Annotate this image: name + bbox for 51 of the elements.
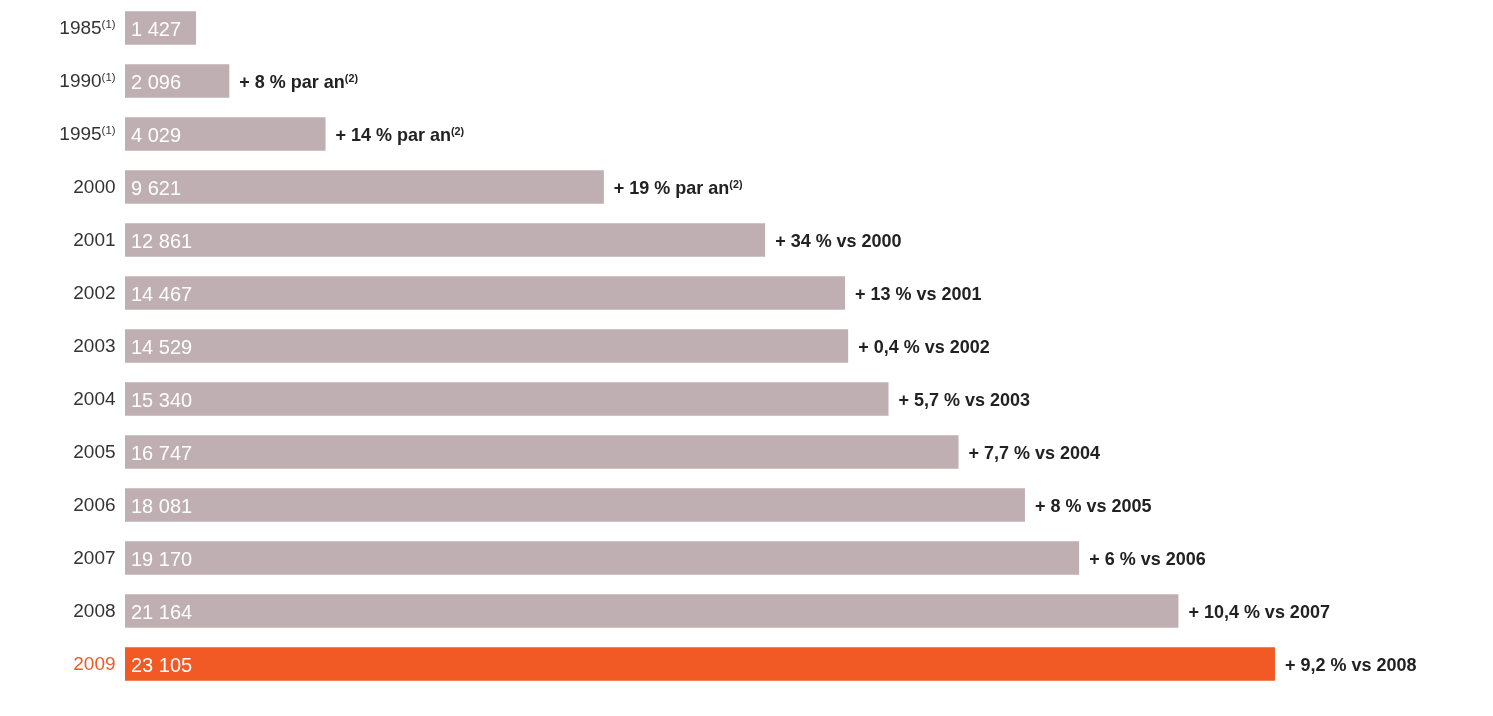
y-tick-label: 1985$^{(1)}$ [59,16,116,38]
bar [125,329,849,363]
annotation: + 13 % vs 2001 [855,283,982,304]
bar [125,170,604,204]
bar [125,382,889,416]
annotation: + 8 % vs 2005 [1034,495,1152,516]
annotation: + 5,7 % vs 2003 [898,389,1031,410]
data-label: 9 621 [131,176,182,199]
data-label: 2 096 [131,70,182,93]
data-label: 14 467 [131,282,193,305]
data-label: 18 081 [131,494,193,517]
bar [125,117,326,151]
y-tick-label: 1995$^{(1)}$ [59,122,116,144]
bar [125,11,197,45]
y-tick-label: 2001 [73,228,116,250]
y-tick-label: 1990$^{(1)}$ [59,69,116,91]
y-tick-label: 2003 [73,334,116,356]
data-label: 19 170 [131,547,193,570]
data-label: 12 861 [131,229,193,252]
y-tick-label: 2005 [73,440,116,462]
bar [125,64,230,98]
bar [125,435,959,469]
y-tick-label: 2004 [73,387,116,409]
data-label: 1 427 [131,17,182,40]
bar [125,488,1025,522]
y-tick-label: 2002 [73,281,116,303]
annotation: + 9,2 % vs 2008 [1285,654,1417,675]
annotation: + 7,7 % vs 2004 [968,442,1101,463]
data-label: 21 164 [131,600,193,623]
y-tick-label: 2008 [73,599,116,621]
data-label: 4 029 [131,123,182,146]
annotation: + 10,4 % vs 2007 [1188,601,1330,622]
data-label: 16 747 [131,441,193,464]
bar [125,647,1275,681]
y-tick-label: 2007 [73,546,116,568]
data-label: 23 105 [131,653,193,676]
y-tick-label: 2000 [73,175,116,197]
bar [125,276,846,310]
data-label: 14 529 [131,335,193,358]
y-tick-label: 2009 [73,652,116,674]
y-tick-label: 2006 [73,493,116,515]
annotation: + 6 % vs 2006 [1089,548,1206,569]
annotation: + 8 % par an$^{(2)}$ [239,71,359,92]
data-label: 15 340 [131,388,193,411]
bar [125,594,1179,628]
annotation: + 34 % vs 2000 [775,230,902,251]
bar [125,541,1080,575]
bar [125,223,766,257]
annotation: + 0,4 % vs 2002 [858,336,990,357]
annotation: + 19 % par an$^{(2)}$ [613,177,743,198]
annotation: + 14 % par an$^{(2)}$ [335,124,465,145]
